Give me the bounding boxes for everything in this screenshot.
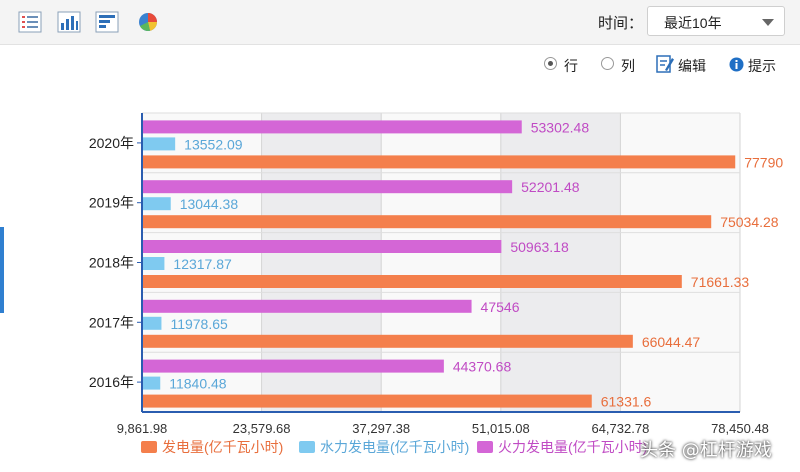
data-label: 50963.18 <box>510 239 569 255</box>
x-tick-label: 51,015.08 <box>472 421 530 436</box>
bar <box>143 197 171 211</box>
bar <box>143 155 736 169</box>
row-option[interactable]: 行 <box>544 56 578 76</box>
horizontal-bar-icon[interactable] <box>95 11 119 33</box>
row-radio[interactable] <box>544 57 557 70</box>
bar <box>143 215 712 229</box>
data-label: 11840.48 <box>169 376 227 392</box>
data-label: 13552.09 <box>184 136 243 152</box>
data-label: 77790 <box>744 154 783 170</box>
category-label: 2016年 <box>89 374 134 390</box>
bar <box>143 334 633 348</box>
data-label: 61331.6 <box>601 394 652 410</box>
edit-button[interactable]: 编辑 <box>656 55 706 76</box>
watermark: 头条 @杠杆游戏 <box>640 440 772 461</box>
bar <box>143 394 592 408</box>
category-label: 2019年 <box>89 195 134 211</box>
data-label: 13044.38 <box>180 196 239 212</box>
table-view-icon[interactable] <box>18 11 42 33</box>
bar <box>143 275 682 288</box>
legend-label: 火力发电量(亿千瓦小时) <box>498 439 647 455</box>
x-tick-label: 37,297.38 <box>352 421 410 436</box>
legend-label: 水力发电量(亿千瓦小时) <box>320 439 469 455</box>
legend-swatch <box>141 441 157 453</box>
data-label: 12317.87 <box>173 256 232 272</box>
legend-swatch <box>477 441 493 453</box>
tip-label: 提示 <box>748 58 776 74</box>
bar <box>143 316 162 330</box>
toolbar: 时间： 最近10年 <box>0 0 800 45</box>
edit-icon <box>656 55 674 73</box>
column-option-label: 列 <box>621 58 635 74</box>
data-label: 66044.47 <box>642 334 701 350</box>
data-label: 11978.65 <box>170 316 228 332</box>
data-label: 53302.48 <box>531 119 590 135</box>
time-range-select[interactable]: 最近10年 <box>647 6 785 36</box>
legend-label: 发电量(亿千瓦小时) <box>162 439 283 455</box>
pie-chart-icon[interactable] <box>136 11 160 33</box>
row-option-label: 行 <box>564 58 578 74</box>
x-tick-label: 64,732.78 <box>591 421 649 436</box>
data-label: 75034.28 <box>720 214 779 230</box>
data-label: 44370.68 <box>453 359 512 375</box>
category-label: 2018年 <box>89 255 134 271</box>
data-label: 47546 <box>481 299 520 315</box>
x-tick-label: 78,450.48 <box>711 421 769 436</box>
bar <box>143 359 444 373</box>
bar <box>143 137 176 151</box>
column-option[interactable]: 列 <box>601 56 635 76</box>
column-radio[interactable] <box>601 57 614 70</box>
category-label: 2017年 <box>89 314 134 330</box>
left-accent-bar <box>0 227 4 313</box>
bar-chart-icon[interactable] <box>57 11 81 33</box>
legend-swatch <box>299 441 315 453</box>
tip-button[interactable]: 提示 <box>729 56 776 76</box>
bar-chart: 2020年 53302.48 13552.09 77790 2019年 52201.48 1… <box>89 112 783 455</box>
data-label: 52201.48 <box>521 179 580 195</box>
info-icon <box>729 57 744 72</box>
data-label: 71661.33 <box>691 274 750 290</box>
chevron-down-icon <box>762 19 774 26</box>
bar <box>143 376 161 390</box>
edit-label: 编辑 <box>678 58 706 74</box>
time-label: 时间： <box>598 15 644 32</box>
x-tick-label: 9,861.98 <box>117 421 168 436</box>
bar <box>143 240 502 253</box>
time-range-value: 最近10年 <box>664 15 722 31</box>
bar <box>143 180 513 194</box>
bar <box>143 257 165 270</box>
bar <box>143 120 522 134</box>
x-tick-label: 23,579.68 <box>233 421 291 436</box>
bar <box>143 299 472 313</box>
category-label: 2020年 <box>89 135 134 151</box>
